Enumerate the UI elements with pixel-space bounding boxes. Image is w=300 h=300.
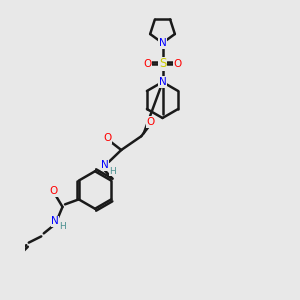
Text: S: S (159, 57, 166, 70)
Text: H: H (109, 167, 116, 176)
Text: N: N (159, 77, 167, 87)
Text: O: O (146, 117, 154, 127)
Text: O: O (50, 186, 58, 196)
Text: N: N (101, 160, 109, 170)
Text: O: O (143, 59, 151, 69)
Text: O: O (174, 59, 182, 69)
Text: N: N (51, 216, 59, 226)
Text: H: H (59, 222, 66, 231)
Text: O: O (103, 133, 112, 143)
Text: N: N (159, 38, 167, 48)
